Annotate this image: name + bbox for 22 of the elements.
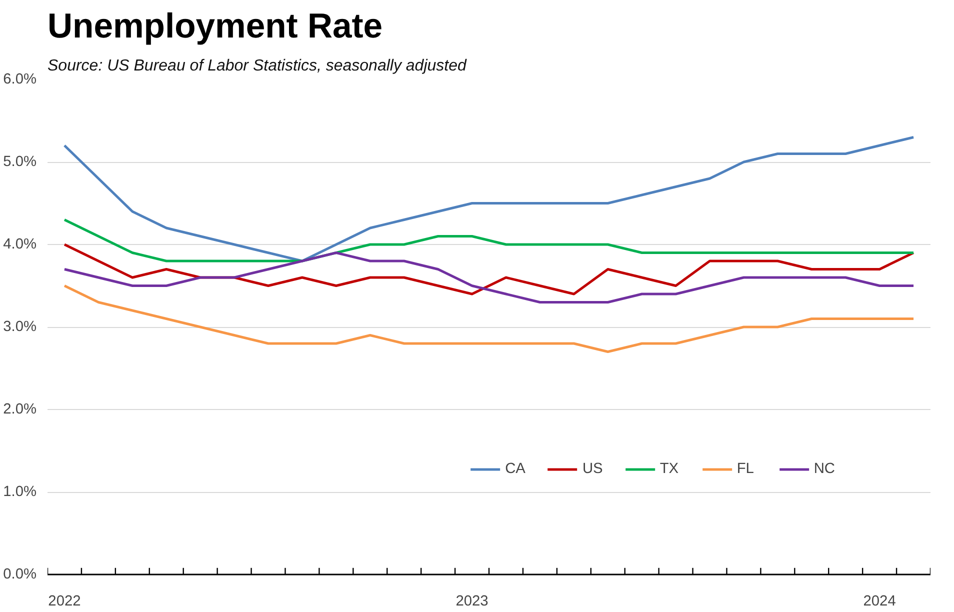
source-note: Source: US Bureau of Labor Statistics, seasonally adjusted — [48, 58, 468, 74]
x-tick-label: 2024 — [863, 594, 896, 610]
y-tick-label: 0.0% — [3, 566, 36, 582]
y-tick-label: 6.0% — [3, 72, 36, 88]
y-tick-label: 1.0% — [3, 484, 36, 500]
x-tick-label: 2022 — [48, 594, 81, 610]
legend-label: US — [582, 461, 603, 477]
line-series — [63, 136, 915, 262]
legend-label: NC — [814, 461, 835, 477]
chart-title: Unemployment Rate — [48, 8, 383, 46]
line-series — [63, 284, 915, 353]
y-tick-label: 5.0% — [3, 154, 36, 170]
y-tick-label: 2.0% — [3, 402, 36, 418]
legend-label: TX — [660, 461, 680, 477]
y-tick-label: 4.0% — [3, 236, 36, 252]
x-tick-label: 2023 — [456, 594, 488, 610]
y-tick-label: 3.0% — [3, 319, 36, 335]
line-series — [63, 252, 915, 304]
line-series — [63, 218, 915, 262]
line-series — [63, 243, 915, 296]
legend-label: FL — [736, 461, 755, 477]
legend-label: CA — [505, 461, 526, 477]
